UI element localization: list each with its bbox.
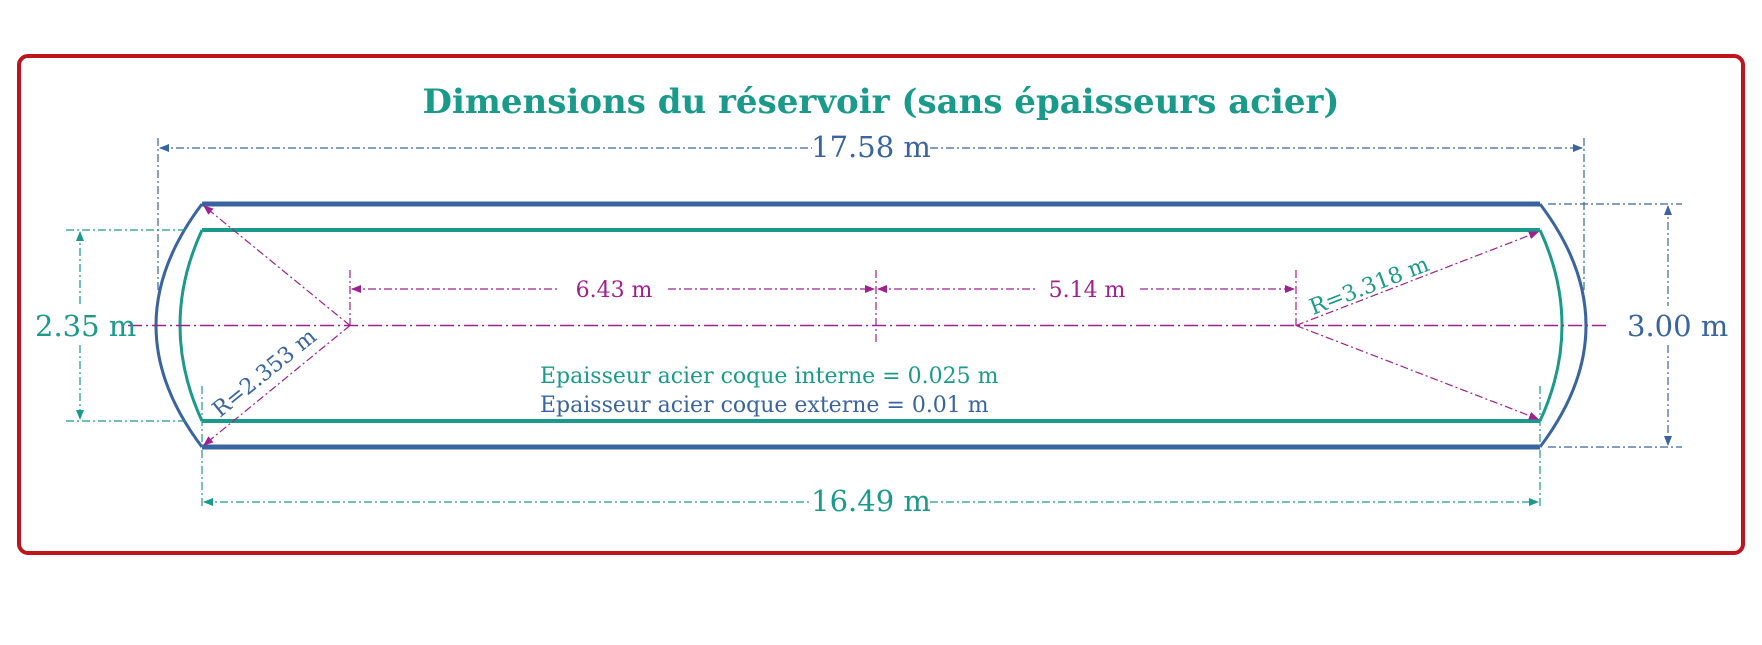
- segment-dimensions: [349, 270, 1297, 342]
- outer-length-label: 17.58 m: [811, 130, 931, 164]
- frame-border: [17, 54, 1745, 555]
- inner-height-label: 2.35 m: [35, 309, 136, 343]
- inner-shell-thickness-note: Epaisseur acier coque interne = 0.025 m: [540, 364, 999, 389]
- diagram-title: Dimensions du réservoir (sans épaisseurs…: [423, 82, 1340, 122]
- outer-shell-right-end: [1538, 203, 1588, 448]
- outer-height-dimension: [1548, 203, 1682, 448]
- inner-shell: [178, 228, 1564, 423]
- left-segment-label: 6.43 m: [576, 278, 653, 303]
- inner-length-label: 16.49 m: [811, 484, 931, 518]
- outer-height-label: 3.00 m: [1627, 309, 1728, 343]
- outer-length-dimension: [157, 138, 1585, 290]
- radius-lines: [203, 205, 1539, 446]
- inner-shell-right-end: [1538, 229, 1564, 422]
- inner-length-dimension: [201, 386, 1541, 508]
- outer-shell-thickness-note: Epaisseur acier coque externe = 0.01 m: [540, 393, 989, 418]
- outer-shell: [154, 201, 1588, 450]
- outer-radius-label: R=3.318 m: [1306, 252, 1433, 320]
- inner-height-dimension: [66, 229, 188, 422]
- right-segment-label: 5.14 m: [1049, 278, 1126, 303]
- inner-radius-label: R=2.353 m: [208, 324, 322, 423]
